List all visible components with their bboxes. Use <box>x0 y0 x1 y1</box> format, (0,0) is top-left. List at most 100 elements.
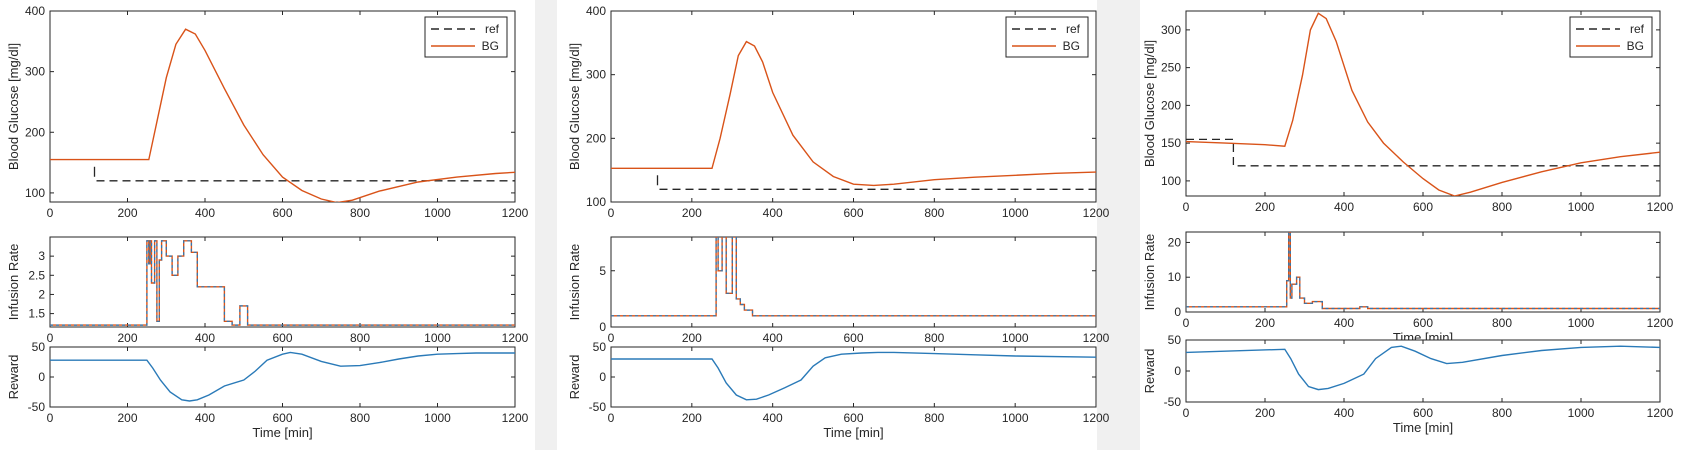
p3-infusion-ytick-label: 10 <box>1168 270 1182 284</box>
p1-infusion-series-group <box>50 240 515 326</box>
p1-glucose-xtick-label: 800 <box>350 206 370 220</box>
p1-reward-xtick-label: 200 <box>117 411 137 425</box>
p2-infusion-xtick-label: 800 <box>924 331 944 345</box>
p2-glucose-legend: ref BG <box>1005 16 1089 58</box>
p1-reward-series-line <box>50 351 515 402</box>
p2-glucose-xtick-label: 1200 <box>1083 206 1110 220</box>
p2-reward-series-line <box>611 351 1096 401</box>
p1-glucose-xtick-label: 600 <box>272 206 292 220</box>
p3-glucose-xtick-label: 0 <box>1183 200 1190 214</box>
p1-glucose-series-group <box>50 28 515 202</box>
p1-infusion-ytick-label: 3 <box>38 249 45 263</box>
p2-reward-axes-box <box>610 346 1097 408</box>
p2-reward-xtick-label: 1000 <box>1002 411 1029 425</box>
p2-glucose-xtick-label: 1000 <box>1002 206 1029 220</box>
p1-infusion-axes-box <box>49 236 516 328</box>
p1-glucose-xtick-label: 200 <box>117 206 137 220</box>
p2-reward-xtick-label: 400 <box>763 411 783 425</box>
p3-glucose-ytick-label: 100 <box>1161 174 1181 188</box>
p1-infusion-ylabel: Infusion Rate <box>6 244 21 321</box>
p2-glucose-ytick-label: 100 <box>586 195 606 209</box>
p3-infusion-xtick-label: 400 <box>1334 316 1354 330</box>
p3-reward-series-line <box>1186 345 1660 391</box>
p3-infusion-ytick-label: 0 <box>1174 305 1181 319</box>
p3-reward-xtick-label: 200 <box>1255 406 1275 420</box>
p1-reward-xtick-label: 400 <box>195 411 215 425</box>
p2-glucose-xtick-label: 400 <box>763 206 783 220</box>
p2-glucose-legend-ref-label: ref <box>1066 22 1081 36</box>
p2-glucose-series-bg <box>611 40 1096 187</box>
p2-reward-ytick-label: 0 <box>599 370 606 384</box>
p2-reward-xtick-label: 0 <box>608 411 615 425</box>
p3-glucose-xtick-label: 400 <box>1334 200 1354 214</box>
p2-glucose-legend-bg-label: BG <box>1063 39 1080 53</box>
p1-reward-xtick-label: 1200 <box>502 411 529 425</box>
p3-glucose-ytick-label: 200 <box>1161 98 1181 112</box>
p2-infusion-axes-box <box>610 236 1097 328</box>
p3-infusion-series-line-overlay <box>1186 232 1660 310</box>
p3-glucose-ytick-label: 300 <box>1161 23 1181 37</box>
p3-glucose-xtick-label: 600 <box>1413 200 1433 214</box>
p2-glucose-xtick-label: 600 <box>843 206 863 220</box>
p3-infusion-ylabel: Infusion Rate <box>1142 234 1157 311</box>
p3-reward-xtick-label: 800 <box>1492 406 1512 420</box>
p3-reward-ytick-label: 0 <box>1174 364 1181 378</box>
p3-glucose-series-ref <box>1186 138 1660 167</box>
p3-glucose-series-group <box>1186 12 1660 196</box>
p1-glucose-legend-box <box>424 16 508 58</box>
p3-glucose-ytick-label: 150 <box>1161 136 1181 150</box>
p3-reward-ytick-label: 50 <box>1168 333 1182 347</box>
p2-reward-xlabel: Time [min] <box>823 425 883 440</box>
p1-glucose-xtick-label: 1000 <box>424 206 451 220</box>
p1-infusion-xtick-label: 200 <box>117 331 137 345</box>
p2-infusion-xtick-label: 1000 <box>1002 331 1029 345</box>
p3-glucose-ytick-label: 250 <box>1161 61 1181 75</box>
p1-reward-ytick-label: 50 <box>32 340 46 354</box>
p3-reward-series-group <box>1186 345 1660 391</box>
p2-glucose-xtick-label: 200 <box>682 206 702 220</box>
p1-glucose-ytick-label: 300 <box>25 65 45 79</box>
p3-glucose-legend-box <box>1569 16 1653 58</box>
p1-reward-xlabel: Time [min] <box>252 425 312 440</box>
p1-infusion-series-line-overlay <box>50 240 515 326</box>
p1-infusion-ytick-label: 2 <box>38 287 45 301</box>
p3-glucose-xtick-label: 1000 <box>1568 200 1595 214</box>
p3-glucose-legend-ref-label: ref <box>1630 22 1645 36</box>
p3-infusion-axes-box <box>1185 231 1661 313</box>
p2-glucose-xtick-label: 800 <box>924 206 944 220</box>
p3-glucose-ylabel: Blood Glucose [mg/dl] <box>1142 40 1157 167</box>
p3-reward-xtick-label: 1200 <box>1647 406 1674 420</box>
p3-infusion-xtick-label: 800 <box>1492 316 1512 330</box>
p2-glucose-legend-box <box>1005 16 1089 58</box>
p1-glucose-ytick-label: 400 <box>25 4 45 18</box>
p1-infusion-ytick-label: 1.5 <box>28 307 45 321</box>
p1-reward-series-group <box>50 351 515 402</box>
p3-glucose-legend-bg-label: BG <box>1627 39 1644 53</box>
p2-glucose-ytick-label: 400 <box>586 4 606 18</box>
p3-glucose-xtick-label: 200 <box>1255 200 1275 214</box>
p2-infusion-ytick-label: 0 <box>599 320 606 334</box>
p2-infusion-ylabel: Infusion Rate <box>567 244 582 321</box>
p2-reward-xtick-label: 600 <box>843 411 863 425</box>
p1-glucose-xtick-label: 0 <box>47 206 54 220</box>
p1-infusion-xtick-label: 400 <box>195 331 215 345</box>
p2-infusion-xtick-label: 0 <box>608 331 615 345</box>
p1-glucose-ytick-label: 100 <box>25 186 45 200</box>
p3-glucose-legend: ref BG <box>1569 16 1653 58</box>
p2-glucose-ytick-label: 200 <box>586 131 606 145</box>
p1-infusion-xtick-label: 1200 <box>502 331 529 345</box>
p2-infusion-xtick-label: 600 <box>843 331 863 345</box>
p1-infusion-xtick-label: 600 <box>272 331 292 345</box>
p3-reward-ytick-label: -50 <box>1164 395 1182 409</box>
p1-glucose-ytick-label: 200 <box>25 125 45 139</box>
p3-glucose-xtick-label: 1200 <box>1647 200 1674 214</box>
p1-reward-xtick-label: 600 <box>272 411 292 425</box>
p2-glucose-ytick-label: 300 <box>586 68 606 82</box>
p3-glucose-xtick-label: 800 <box>1492 200 1512 214</box>
p3-reward-ylabel: Reward <box>1142 349 1157 394</box>
p2-glucose-xtick-label: 0 <box>608 206 615 220</box>
p3-reward-xtick-label: 400 <box>1334 406 1354 420</box>
